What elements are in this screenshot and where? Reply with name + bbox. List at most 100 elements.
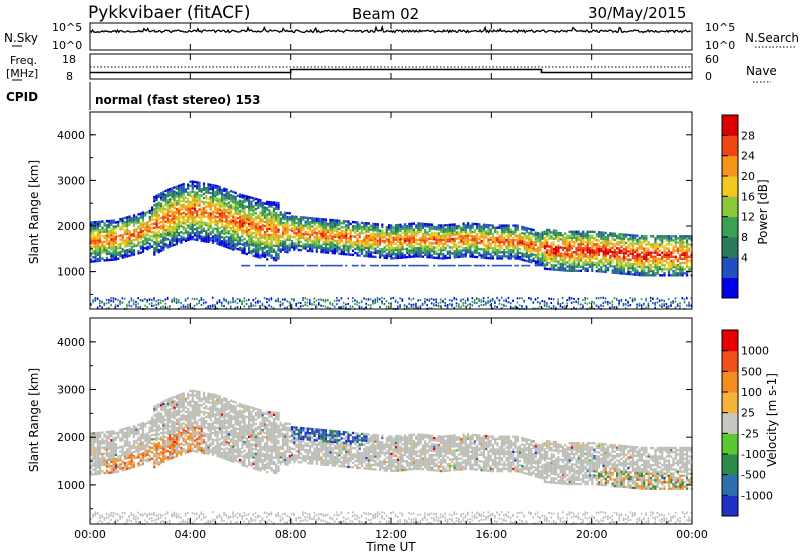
power-noise-cell	[485, 303, 487, 306]
power-cell	[367, 234, 370, 237]
power-cell	[514, 257, 517, 260]
power-cell	[462, 249, 465, 252]
power-cell	[193, 221, 196, 225]
power-cell	[173, 198, 176, 201]
power-cell	[631, 273, 634, 276]
power-cell	[448, 225, 452, 229]
power-cell	[184, 190, 187, 193]
power-cell	[331, 231, 334, 234]
power-noise-cell	[374, 298, 376, 301]
power-cell	[543, 255, 546, 258]
power-cell	[275, 211, 278, 215]
power-cell	[559, 238, 562, 241]
power-cell	[306, 216, 309, 220]
power-cell	[105, 248, 108, 252]
power-cell	[198, 200, 201, 203]
power-cell	[315, 231, 318, 235]
power-cell	[259, 215, 262, 218]
power-cell	[261, 228, 264, 231]
power-cell	[112, 258, 115, 261]
power-cell	[489, 253, 492, 256]
power-cell	[388, 238, 391, 241]
power-cell	[117, 222, 120, 226]
power-noise-cell	[126, 303, 128, 306]
power-cell	[157, 207, 160, 211]
power-cell	[408, 239, 411, 242]
power-cell	[661, 259, 664, 263]
power-cell	[620, 272, 623, 275]
power-cell	[340, 232, 343, 235]
power-cell	[638, 273, 641, 277]
power-cell	[604, 248, 607, 251]
power-cell	[184, 237, 187, 240]
power-cell	[96, 237, 99, 240]
power-cell	[327, 247, 330, 250]
power-cell	[372, 235, 375, 238]
power-cell	[218, 241, 221, 244]
power-cell	[421, 224, 425, 228]
power-cell	[552, 237, 555, 240]
power-cell	[439, 226, 443, 229]
power-cell	[575, 236, 578, 240]
power-cell	[218, 243, 221, 246]
power-cell	[311, 247, 314, 251]
power-cell	[245, 219, 248, 223]
power-cell	[595, 251, 598, 254]
power-cell	[155, 248, 158, 251]
power-cell	[618, 267, 621, 271]
power-cell	[313, 244, 316, 247]
power-noise-cell	[304, 304, 307, 306]
power-cell	[248, 234, 251, 238]
power-cell	[401, 231, 404, 235]
power-cell	[108, 246, 111, 249]
power-cell	[196, 230, 199, 233]
power-cell	[243, 225, 246, 228]
power-cell	[112, 227, 115, 230]
power-cell	[225, 223, 228, 226]
power-cell	[171, 244, 174, 247]
power-noise-cell	[281, 302, 284, 305]
power-cell	[166, 203, 169, 206]
power-cell	[588, 255, 592, 258]
power-cell	[261, 236, 264, 239]
power-cell	[473, 245, 476, 248]
power-cell	[622, 256, 625, 259]
power-cell	[516, 240, 519, 244]
power-cell	[464, 246, 467, 250]
power-cell	[272, 217, 276, 221]
power-cell	[584, 236, 587, 240]
power-cell	[225, 225, 228, 228]
power-cell	[478, 223, 481, 226]
power-noise-cell	[582, 304, 584, 307]
power-cell	[216, 207, 219, 211]
power-cell	[281, 227, 285, 231]
power-cell	[103, 244, 106, 248]
power-cell	[625, 235, 628, 238]
power-cell	[392, 228, 395, 231]
power-cell	[257, 245, 260, 248]
power-cell	[634, 257, 637, 260]
power-cell	[455, 247, 458, 251]
power-cell	[640, 245, 643, 248]
power-cell	[503, 226, 506, 229]
power-cell	[187, 191, 190, 194]
power-cell	[227, 215, 230, 219]
power-cell	[225, 211, 228, 214]
power-cell	[516, 255, 519, 258]
power-cell	[444, 264, 447, 267]
power-noise-cell	[198, 301, 200, 304]
power-cell	[473, 237, 476, 240]
power-noise-cell	[412, 306, 415, 309]
power-cell	[137, 231, 140, 234]
power-cell	[144, 234, 147, 238]
power-cell	[293, 246, 296, 249]
power-cell	[189, 203, 192, 206]
power-cell	[372, 264, 375, 267]
power-cell	[340, 264, 343, 267]
power-cell	[223, 189, 226, 192]
power-noise-cell	[476, 301, 478, 304]
power-noise-cell	[546, 303, 548, 306]
power-cell	[417, 238, 420, 242]
power-cell	[254, 245, 257, 248]
power-cell	[473, 222, 476, 226]
